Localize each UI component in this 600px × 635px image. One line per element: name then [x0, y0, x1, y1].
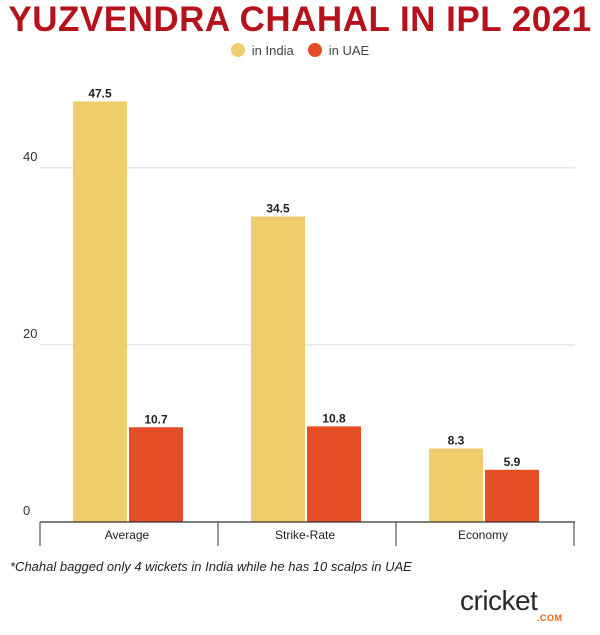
logo-wordmark: cricket [460, 585, 538, 616]
chart-title: YUZVENDRA CHAHAL IN IPL 2021 [8, 0, 592, 39]
bar [73, 101, 127, 522]
data-label: 34.5 [266, 202, 290, 216]
data-label: 10.7 [144, 412, 168, 426]
legend-swatch-india [230, 43, 245, 57]
bar [307, 426, 361, 522]
data-label: 5.9 [504, 455, 521, 469]
bar [129, 427, 183, 522]
bar [485, 469, 539, 522]
data-label: 10.8 [322, 411, 346, 425]
y-tick-label: 0 [23, 503, 30, 518]
legend-label-india: in India [251, 42, 294, 58]
data-label: 47.5 [88, 86, 112, 100]
footnote: *Chahal bagged only 4 wickets in India w… [10, 559, 412, 574]
x-tick-label: Economy [458, 528, 508, 542]
legend-label-uae: in UAE [328, 42, 370, 58]
legend-item-india: in India [230, 42, 294, 58]
x-tick-label: Average [105, 528, 150, 542]
bar [429, 448, 483, 522]
legend-item-uae: in UAE [307, 42, 370, 58]
logo-domain: .COM [537, 613, 563, 623]
legend-swatch-uae [307, 43, 322, 57]
bar-chart: 0 20 40 47.5 10.7 34.5 10.8 8.3 5.9 Average Strike… [23, 86, 575, 546]
cricket-com-logo: cricket .COM [460, 585, 580, 624]
x-tick-label: Strike-Rate [275, 528, 335, 542]
legend: in India in UAE [0, 40, 600, 60]
data-label: 8.3 [448, 434, 465, 448]
y-tick-label: 20 [23, 326, 37, 341]
bar [251, 216, 305, 522]
y-tick-label: 40 [23, 149, 37, 164]
